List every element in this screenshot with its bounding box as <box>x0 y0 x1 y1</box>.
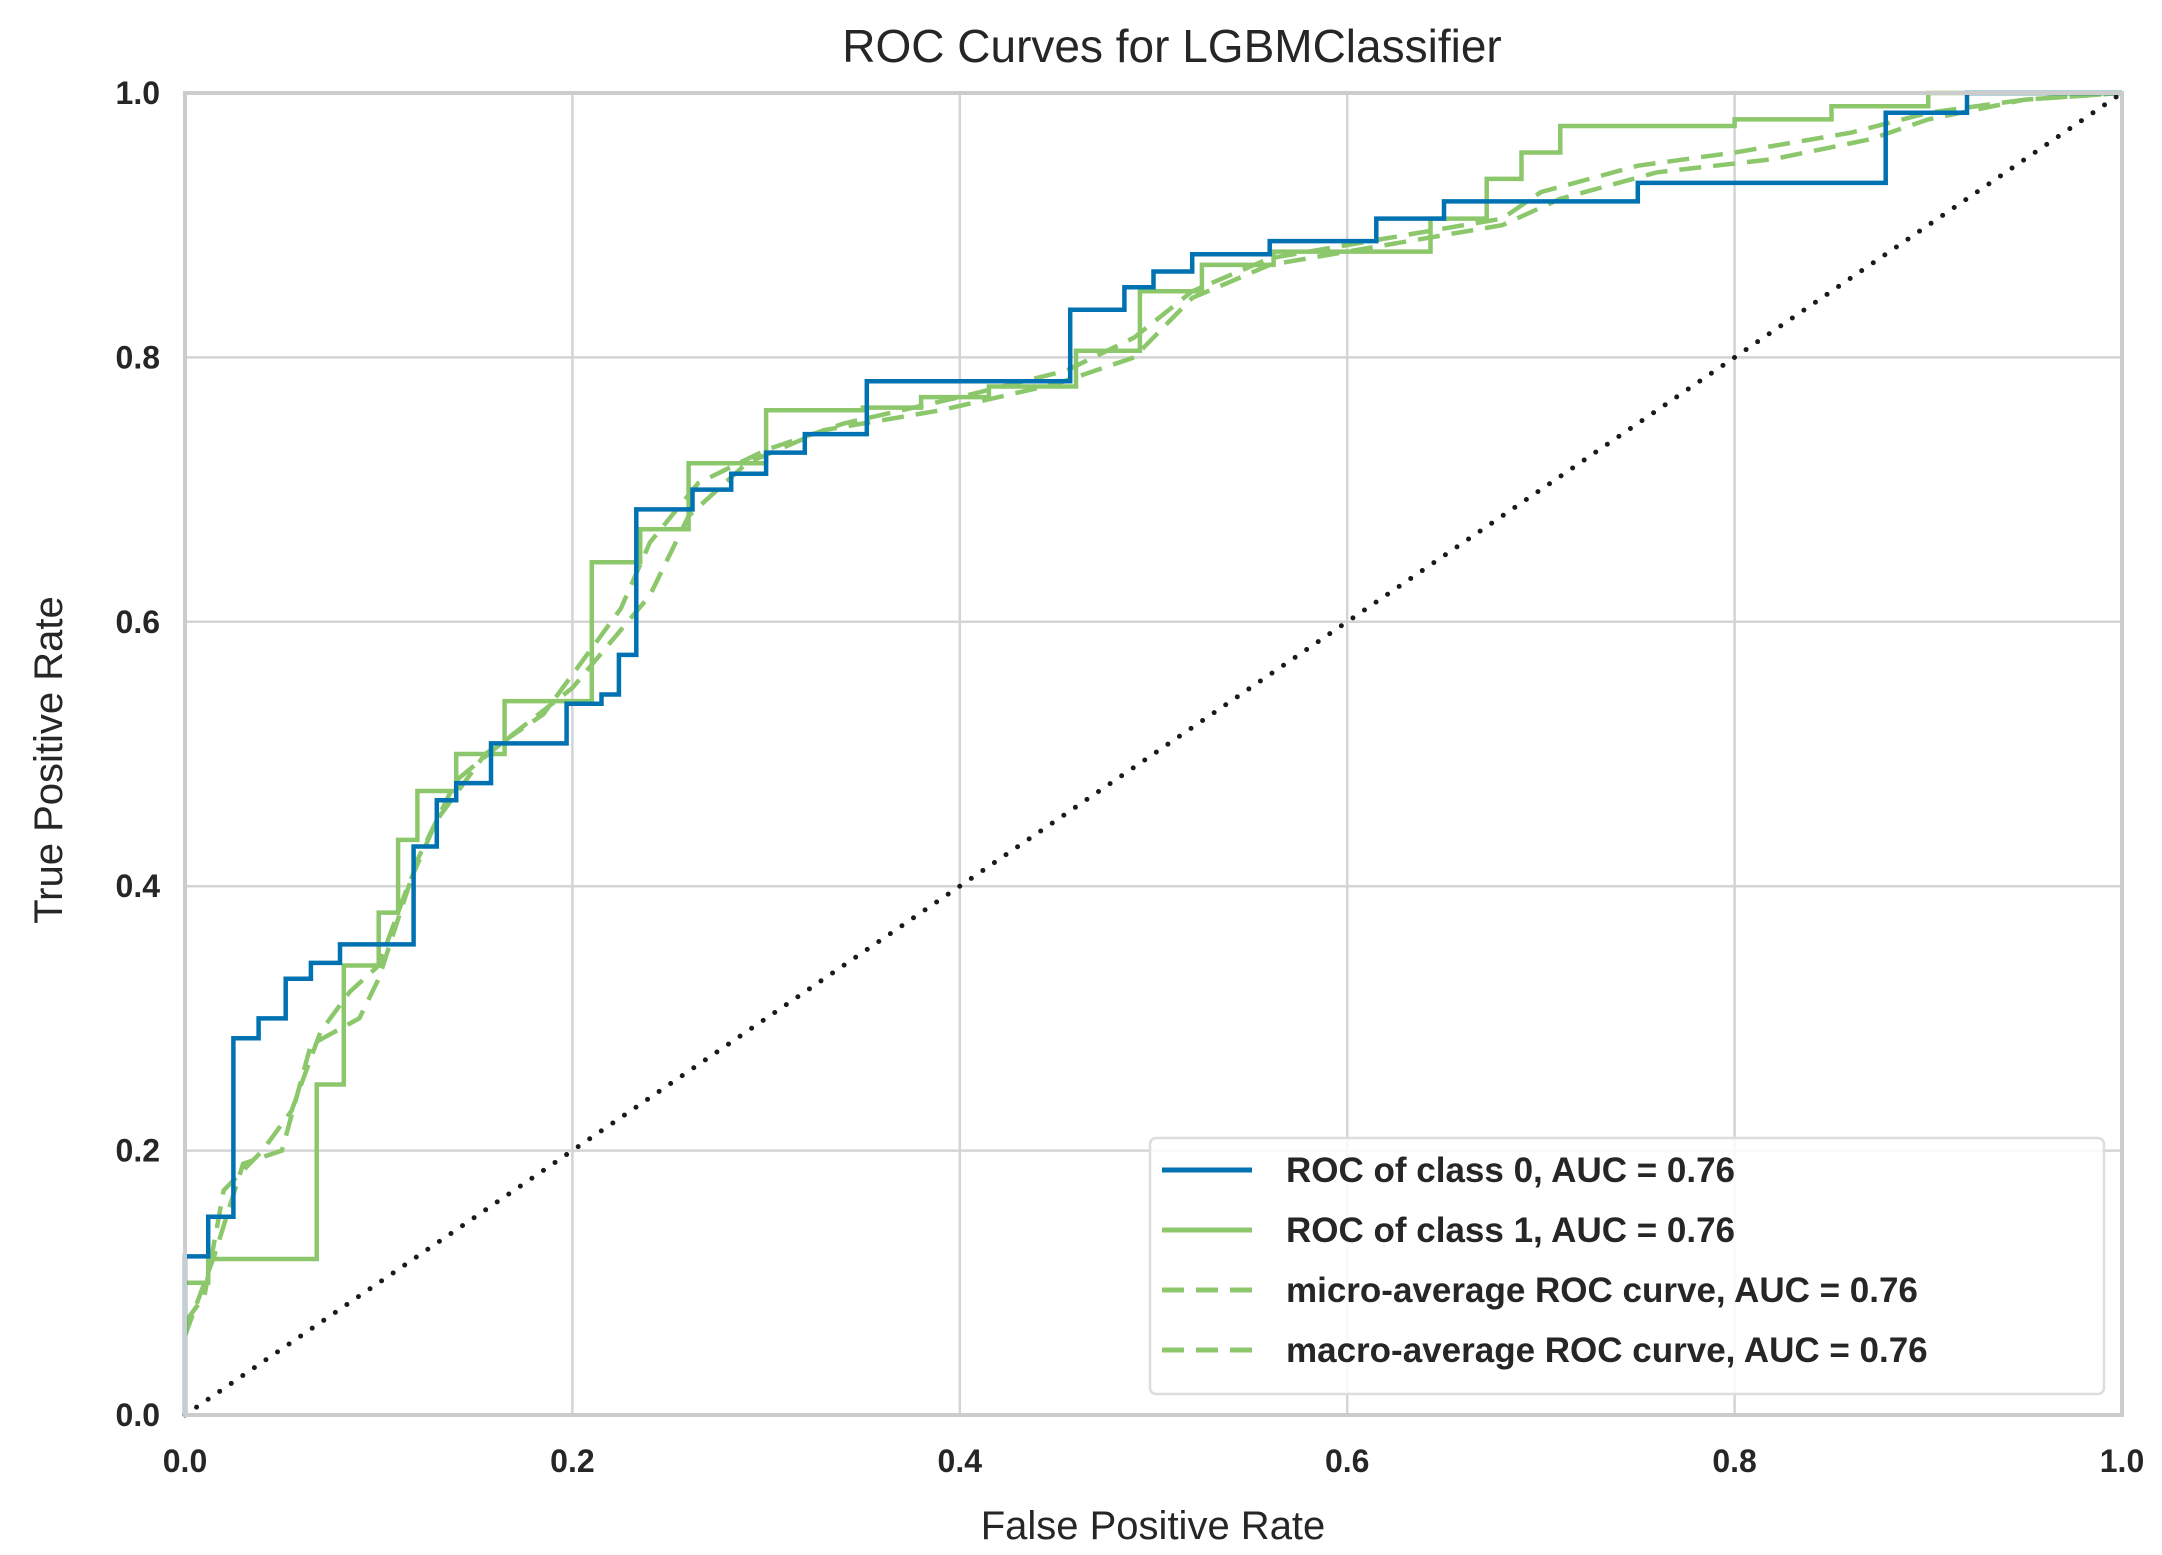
y-tick-label-0: 0.0 <box>116 1397 160 1433</box>
y-tick-label-4: 0.8 <box>116 339 160 375</box>
legend-label-roc-of-class-1: ROC of class 1, AUC = 0.76 <box>1286 1211 1735 1250</box>
y-tick-label-5: 1.0 <box>116 75 160 111</box>
plot-frame <box>183 91 2124 1417</box>
y-ticks: 0.0 0.2 0.4 0.6 0.8 1.0 <box>116 75 161 1433</box>
series-line-macro-average-roc-curve <box>182 90 2123 1337</box>
series-line-micro-average-roc-curve <box>183 90 2123 1324</box>
legend-box <box>1148 1136 2106 1396</box>
series-group <box>182 90 2125 1418</box>
x-tick-label-4: 0.8 <box>1712 1443 1756 1479</box>
y-tick-label-2: 0.4 <box>116 868 161 904</box>
x-tick-label-5: 1.0 <box>2100 1443 2144 1479</box>
legend-label-micro-average-roc-curve: micro-average ROC curve, AUC = 0.76 <box>1286 1271 1918 1310</box>
y-axis-label: True Positive Rate <box>27 596 71 924</box>
legend-label-macro-average-roc-curve: macro-average ROC curve, AUC = 0.76 <box>1286 1331 1928 1370</box>
series-line-roc-of-class-1 <box>185 90 2122 1286</box>
x-tick-label-0: 0.0 <box>163 1443 207 1479</box>
x-axis-label: False Positive Rate <box>981 1504 1326 1548</box>
series-line-roc-of-class-0 <box>182 90 2122 1415</box>
x-tick-label-2: 0.4 <box>938 1443 983 1479</box>
series-line-chance <box>182 90 2125 1418</box>
chart-title: ROC Curves for LGBMClassifier <box>842 20 1501 72</box>
legend: ROC of class 0, AUC = 0.76 ROC of class 1… <box>1148 1136 2106 1396</box>
x-ticks: 0.0 0.2 0.4 0.6 0.8 1.0 <box>163 1443 2144 1479</box>
legend-label-roc-of-class-0: ROC of class 0, AUC = 0.76 <box>1286 1151 1735 1190</box>
x-tick-label-1: 0.2 <box>550 1443 594 1479</box>
y-tick-label-3: 0.6 <box>116 604 160 640</box>
x-tick-label-3: 0.6 <box>1325 1443 1369 1479</box>
y-tick-label-1: 0.2 <box>116 1133 160 1169</box>
